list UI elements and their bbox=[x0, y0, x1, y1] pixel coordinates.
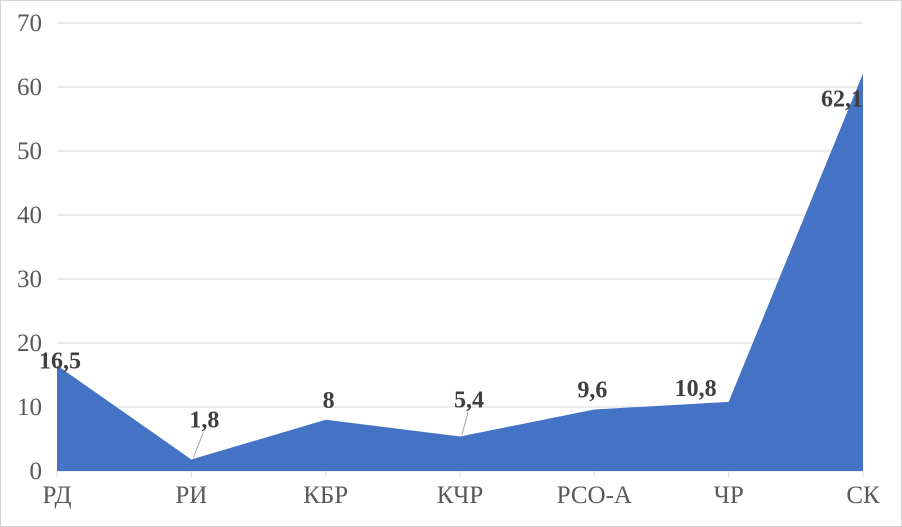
data-label-leader-line bbox=[192, 432, 204, 458]
data-label: 16,5 bbox=[39, 348, 81, 374]
data-label: 62,1 bbox=[821, 87, 863, 113]
y-axis-tick-label: 70 bbox=[17, 10, 42, 37]
x-axis-category-label: КБР bbox=[303, 482, 348, 509]
y-axis-tick-label: 10 bbox=[17, 394, 42, 421]
data-label: 1,8 bbox=[189, 407, 219, 433]
y-axis-tick-label: 50 bbox=[17, 138, 42, 165]
x-axis-category-label: СК bbox=[846, 482, 880, 509]
data-label: 9,6 bbox=[577, 378, 607, 404]
x-axis-category-label: РИ bbox=[175, 482, 207, 509]
y-axis-tick-label: 0 bbox=[30, 458, 43, 485]
x-axis-category-label: РСО-А bbox=[557, 482, 632, 509]
y-axis-tick-label: 30 bbox=[17, 266, 42, 293]
area-series-shape bbox=[57, 73, 863, 471]
data-label-leader-line bbox=[461, 412, 469, 435]
x-axis-category-label: ЧР bbox=[714, 482, 744, 509]
data-label: 8 bbox=[323, 388, 335, 414]
y-axis-tick-label: 40 bbox=[17, 202, 42, 229]
y-axis-tick-label: 20 bbox=[17, 330, 42, 357]
data-label: 10,8 bbox=[675, 376, 717, 402]
x-axis-category-label: РД bbox=[42, 482, 71, 509]
y-axis-tick-label: 60 bbox=[17, 74, 42, 101]
data-label: 5,4 bbox=[454, 387, 484, 413]
x-axis-category-label: КЧР bbox=[437, 482, 484, 509]
